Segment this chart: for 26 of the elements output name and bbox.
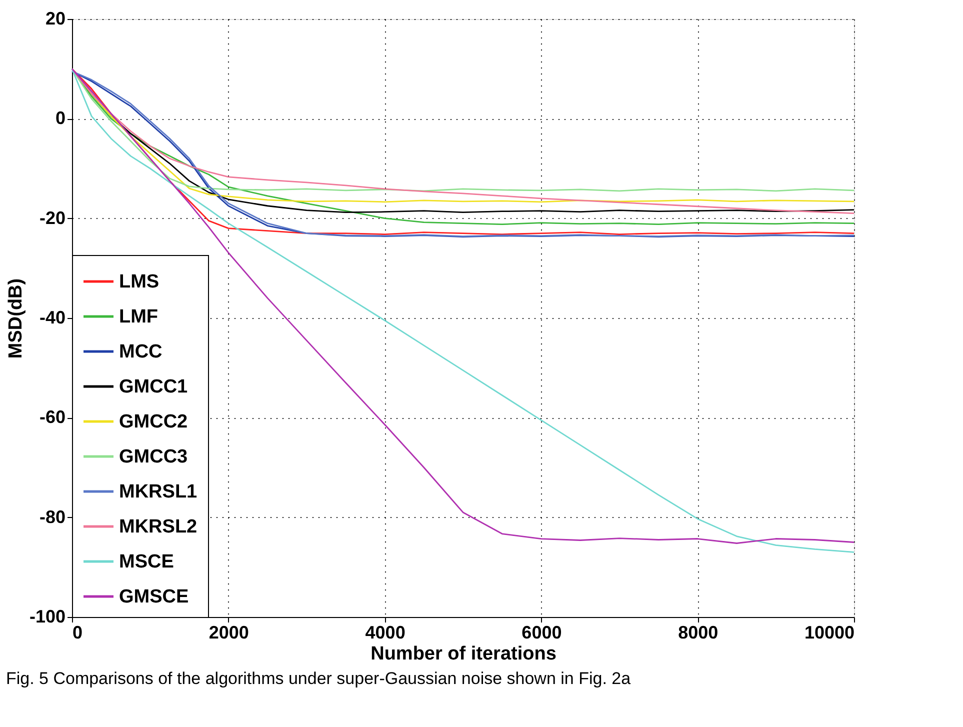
x-tick-label: 10000	[804, 622, 854, 642]
legend-label: MCC	[119, 342, 163, 362]
x-axis-title: Number of iterations	[370, 644, 556, 664]
legend-label: LMF	[119, 306, 158, 328]
legend-label: MKRSL2	[119, 516, 198, 538]
y-tick-label: -100	[29, 606, 66, 626]
x-tick-label: 2000	[208, 622, 249, 642]
legend-label: LMS	[119, 272, 160, 292]
legend-label: GMSCE	[119, 586, 189, 608]
legend-label: MSCE	[119, 552, 174, 572]
x-tick-label: 0	[72, 622, 83, 642]
y-tick-label: 20	[45, 8, 66, 28]
legend-label: GMCC1	[119, 376, 188, 398]
x-tick-label: 8000	[678, 622, 718, 642]
y-tick-label: -60	[39, 407, 66, 428]
y-tick-label: 0	[55, 108, 66, 128]
legend-label: GMCC2	[119, 412, 188, 432]
caption: Fig. 5 Comparisons of the algorithms under super-Gaussian noise shown in Fig. 2a	[6, 669, 632, 688]
x-tick-label: 4000	[365, 622, 406, 642]
x-tick-label: 6000	[522, 622, 562, 642]
y-tick-label: -40	[39, 308, 66, 328]
legend-label: GMCC3	[119, 446, 188, 468]
y-axis-title: MSD(dB)	[5, 278, 26, 359]
y-tick-label: -20	[39, 208, 66, 228]
y-tick-label: -80	[39, 506, 66, 527]
legend-label: MKRSL1	[119, 482, 198, 502]
